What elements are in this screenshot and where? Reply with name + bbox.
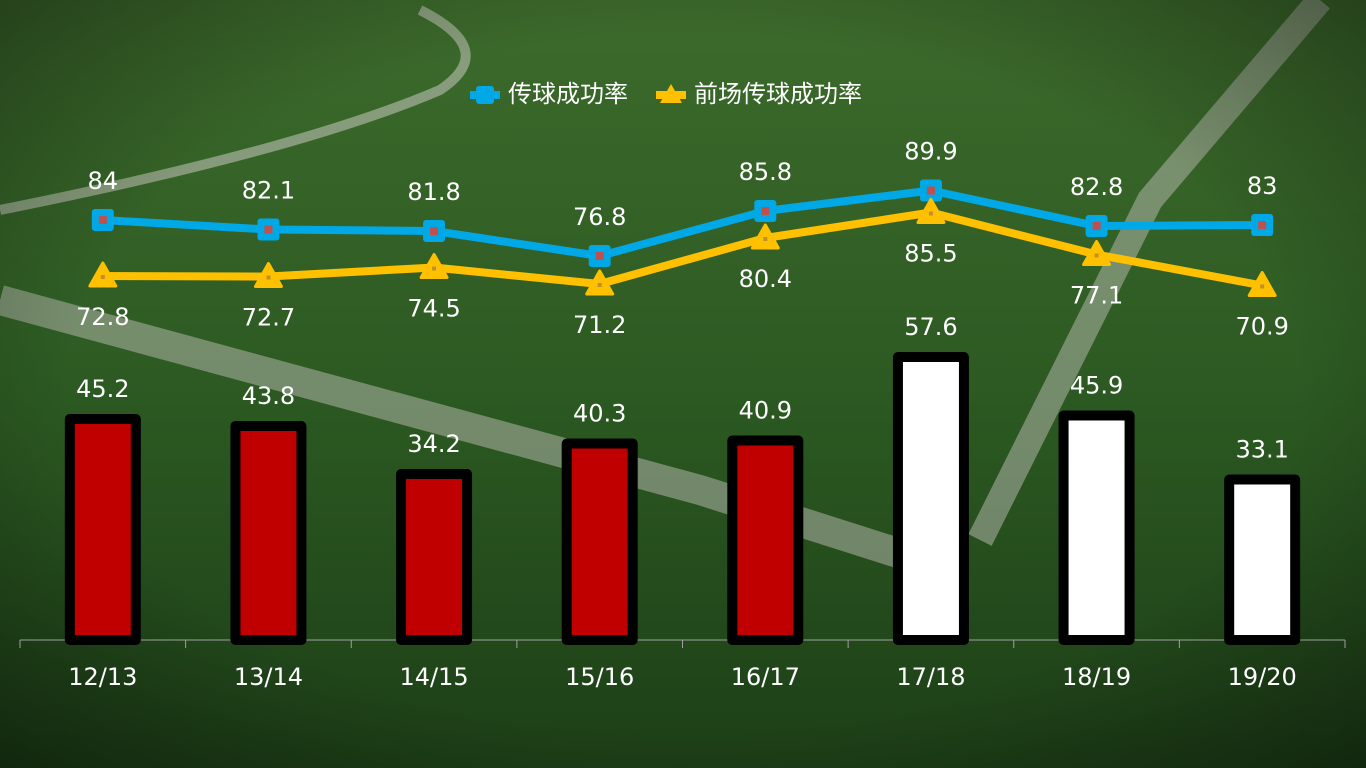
bar-value-label: 45.9 [1070,372,1123,400]
point-marker [253,262,283,288]
point-marker [88,261,118,288]
bar-value-label: 34.2 [407,430,460,458]
line-value-label: 72.8 [76,303,129,331]
x-tick-label: 18/19 [1062,663,1131,691]
point-marker [419,253,449,279]
line [102,208,1263,290]
bar [64,414,141,645]
line-value-label: 83 [1247,172,1278,200]
point-center [98,216,107,224]
line-value-label: 74.5 [407,295,460,323]
point-center [1092,222,1101,230]
bar [1058,410,1135,645]
line-value-label: 77.1 [1070,282,1123,310]
point-marker [1082,240,1112,266]
point-marker [750,223,780,250]
x-tick-label: 12/13 [68,663,137,691]
line-value-label: 70.9 [1235,313,1288,341]
line-value-label: 71.2 [573,311,626,339]
line-value-label: 76.8 [573,203,626,231]
legend: 传球成功率 前场传球成功率 [470,80,862,108]
bar [561,438,638,645]
point-center [432,266,437,271]
legend-marker [660,84,682,103]
line-value-label: 89.9 [904,138,957,166]
line [102,186,1263,260]
bar [727,435,804,645]
point-center [1258,221,1267,229]
bar [1224,474,1301,645]
x-tick-label: 13/14 [234,663,303,691]
point-marker [1247,271,1277,297]
point-center [100,275,105,279]
bar-value-label: 57.6 [904,313,957,341]
bar-value-label: 40.3 [573,400,626,428]
legend-label: 传球成功率 [508,80,628,108]
bar-value-label: 45.2 [76,375,129,403]
point-center [264,225,273,234]
bar-value-label: 40.9 [739,397,792,425]
point-marker [585,269,615,296]
point-center [926,186,935,195]
point-center [1260,284,1265,289]
line-value-label: 81.8 [407,178,460,206]
legend-label: 前场传球成功率 [694,80,862,108]
x-tick-label: 14/15 [399,663,468,691]
point-center [430,227,439,235]
point-center [595,252,604,260]
point-center [1094,253,1099,258]
bar-value-label: 43.8 [242,382,295,410]
line-value-label: 82.8 [1070,173,1123,201]
bar [892,352,969,645]
line-value-label: 85.5 [904,240,957,268]
line-value-label: 82.1 [242,177,295,205]
bar [396,469,473,645]
line-value-label: 80.4 [739,265,792,293]
bar-value-label: 33.1 [1235,436,1288,464]
line-value-label: 85.8 [739,158,792,186]
point-marker [916,198,946,224]
x-tick-label: 16/17 [731,663,800,691]
point-center [597,283,602,287]
point-center [266,275,271,280]
x-tick-label: 19/20 [1228,663,1297,691]
point-center [928,211,933,216]
bar [230,421,307,645]
x-tick-label: 15/16 [565,663,634,691]
line-value-label: 84 [88,167,119,195]
x-tick-label: 17/18 [896,663,965,691]
line-value-label: 72.7 [242,304,295,332]
point-center [763,237,768,241]
point-center [761,207,770,215]
legend-marker [476,86,494,104]
